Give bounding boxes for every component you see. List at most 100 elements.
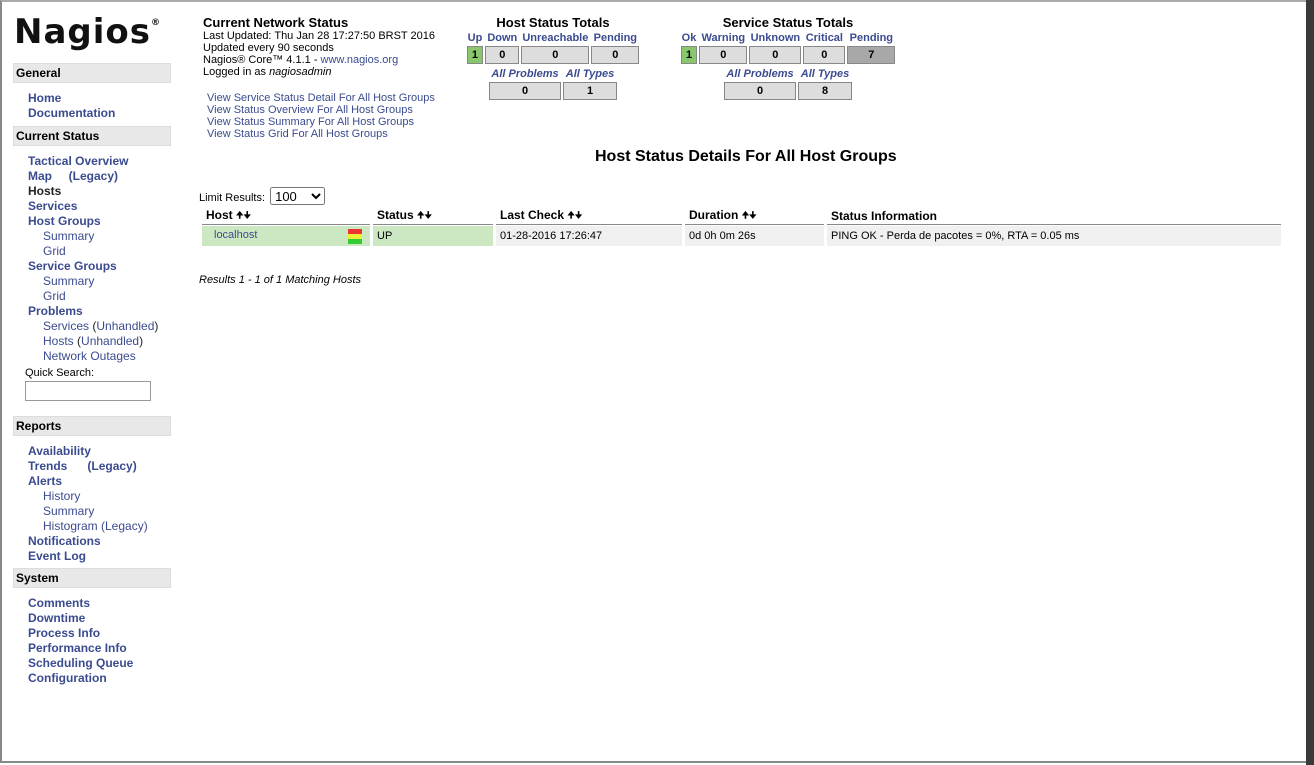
col-status-info: Status Information — [827, 208, 1281, 225]
nav-process-info[interactable]: Process Info — [28, 626, 101, 640]
host-up-count[interactable]: 1 — [466, 46, 484, 64]
svc-warning-label[interactable]: Warning — [701, 32, 746, 44]
host-all-problems-label[interactable]: All Problems — [491, 68, 559, 80]
limit-select[interactable]: 100 — [270, 187, 326, 205]
version-text: Nagios® Core™ 4.1.1 - — [203, 54, 321, 66]
svc-all-types-label[interactable]: All Types — [800, 68, 850, 80]
nav-host-groups[interactable]: Host Groups — [28, 214, 101, 228]
nagios-logo[interactable]: Nagios® — [14, 12, 161, 52]
nav-problems[interactable]: Problems — [28, 304, 83, 318]
host-types-count[interactable]: 1 — [563, 82, 617, 100]
svc-unknown-count[interactable]: 0 — [749, 46, 802, 64]
svc-all-problems-label[interactable]: All Problems — [726, 68, 794, 80]
nav-home[interactable]: Home — [28, 91, 62, 105]
nav-alert-history[interactable]: History — [43, 489, 81, 503]
sort-arrows-icon[interactable]: 🠉🠋 — [417, 210, 432, 220]
nav-alerts[interactable]: Alerts — [28, 474, 63, 488]
host-unreachable-count[interactable]: 0 — [521, 46, 590, 64]
sidebar-current-status: Current Status Tactical Overview Map (Le… — [13, 126, 171, 401]
limit-results: Limit Results: 100 — [199, 187, 326, 205]
nav-problem-hosts: Hosts (Unhandled) — [43, 334, 144, 348]
nav-services[interactable]: Services — [28, 199, 78, 213]
host-status-map-icon[interactable] — [348, 228, 362, 244]
nav-downtime[interactable]: Downtime — [28, 611, 86, 625]
host-problems-count[interactable]: 0 — [489, 82, 561, 100]
trends-legacy-link[interactable]: (Legacy) — [87, 459, 137, 473]
last-updated: Last Updated: Thu Jan 28 17:27:50 BRST 2… — [203, 30, 435, 42]
nav-service-groups[interactable]: Service Groups — [28, 259, 117, 273]
nav-servicegroup-summary[interactable]: Summary — [43, 274, 95, 288]
nav-trends[interactable]: Trends (Legacy) — [13, 459, 171, 474]
nav-comments[interactable]: Comments — [28, 596, 91, 610]
network-status-info: Current Network Status Last Updated: Thu… — [203, 15, 435, 78]
col-host: Host 🠉🠋 — [202, 208, 370, 225]
nav-performance-info[interactable]: Performance Info — [28, 641, 127, 655]
host-all-types-label[interactable]: All Types — [565, 68, 615, 80]
nav-hostgroup-grid[interactable]: Grid — [43, 244, 66, 258]
col-last-check-label: Last Check — [500, 208, 565, 222]
nav-alert-histogram[interactable]: Histogram (Legacy) — [43, 519, 148, 533]
nagios-site-link[interactable]: www.nagios.org — [320, 54, 399, 66]
nav-scheduling-queue[interactable]: Scheduling Queue — [28, 656, 134, 670]
logged-in: Logged in as nagiosadmin — [203, 66, 435, 78]
nav-map[interactable]: Map (Legacy) — [13, 169, 171, 184]
nav-configuration[interactable]: Configuration — [28, 671, 107, 685]
nav-availability[interactable]: Availability — [28, 444, 91, 458]
link-status-grid[interactable]: View Status Grid For All Host Groups — [207, 128, 388, 140]
svc-unknown-label[interactable]: Unknown — [750, 32, 801, 44]
svc-critical-count[interactable]: 0 — [803, 46, 846, 64]
host-pending-label[interactable]: Pending — [593, 32, 638, 44]
page-title: Host Status Details For All Host Groups — [595, 148, 897, 165]
problem-hosts-link[interactable]: Hosts — [43, 334, 74, 348]
svc-pending-label[interactable]: Pending — [849, 32, 894, 44]
sort-arrows-icon[interactable]: 🠉🠋 — [567, 210, 583, 220]
svc-pending-count[interactable]: 7 — [847, 46, 896, 64]
problem-services-link[interactable]: Services — [43, 319, 90, 333]
nav-network-outages[interactable]: Network Outages — [43, 349, 136, 363]
nav-event-log[interactable]: Event Log — [28, 549, 87, 563]
map-legacy-link[interactable]: (Legacy) — [68, 169, 119, 183]
service-totals-title: Service Status Totals — [722, 15, 854, 30]
svc-problems-count[interactable]: 0 — [724, 82, 796, 100]
section-header: System — [13, 568, 171, 588]
col-status-label: Status — [377, 208, 414, 222]
update-interval: Updated every 90 seconds — [203, 42, 334, 54]
svc-types-count[interactable]: 8 — [798, 82, 852, 100]
trends-label: Trends — [28, 459, 68, 473]
host-unreachable-label[interactable]: Unreachable — [522, 32, 589, 44]
unhandled-hosts-link[interactable]: Unhandled — [81, 334, 140, 348]
host-pending-count[interactable]: 0 — [591, 46, 640, 64]
host-cell: localhost — [202, 226, 370, 246]
nav-hosts[interactable]: Hosts — [28, 184, 62, 198]
svc-ok-label[interactable]: Ok — [681, 32, 697, 44]
svc-critical-label[interactable]: Critical — [805, 32, 843, 44]
host-totals-title: Host Status Totals — [496, 15, 610, 30]
sort-arrows-icon[interactable]: 🠉🠋 — [741, 210, 757, 220]
unhandled-services-link[interactable]: Unhandled — [96, 319, 155, 333]
nav-tactical-overview[interactable]: Tactical Overview — [28, 154, 129, 168]
svc-warning-count[interactable]: 0 — [699, 46, 748, 64]
host-up-label[interactable]: Up — [467, 32, 483, 44]
quick-search-input[interactable] — [25, 381, 151, 401]
host-link[interactable]: localhost — [214, 228, 258, 241]
col-last-check: Last Check 🠉🠋 — [496, 208, 682, 225]
link-status-overview[interactable]: View Status Overview For All Host Groups — [207, 104, 413, 116]
status-cell: UP — [373, 226, 493, 246]
nav-alert-summary[interactable]: Summary — [43, 504, 95, 518]
nav-documentation[interactable]: Documentation — [28, 106, 116, 120]
sidebar-reports: Reports Availability Trends (Legacy) Ale… — [13, 416, 171, 564]
host-down-count[interactable]: 0 — [485, 46, 520, 64]
host-down-label[interactable]: Down — [487, 32, 518, 44]
sort-arrows-icon[interactable]: 🠉🠋 — [236, 210, 251, 220]
nav-notifications[interactable]: Notifications — [28, 534, 101, 548]
col-status: Status 🠉🠋 — [373, 208, 493, 225]
nav-hostgroup-summary[interactable]: Summary — [43, 229, 95, 243]
nav-servicegroup-grid[interactable]: Grid — [43, 289, 66, 303]
link-service-detail[interactable]: View Service Status Detail For All Host … — [207, 92, 435, 104]
svc-ok-count[interactable]: 1 — [680, 46, 698, 64]
link-status-summary[interactable]: View Status Summary For All Host Groups — [207, 116, 415, 128]
